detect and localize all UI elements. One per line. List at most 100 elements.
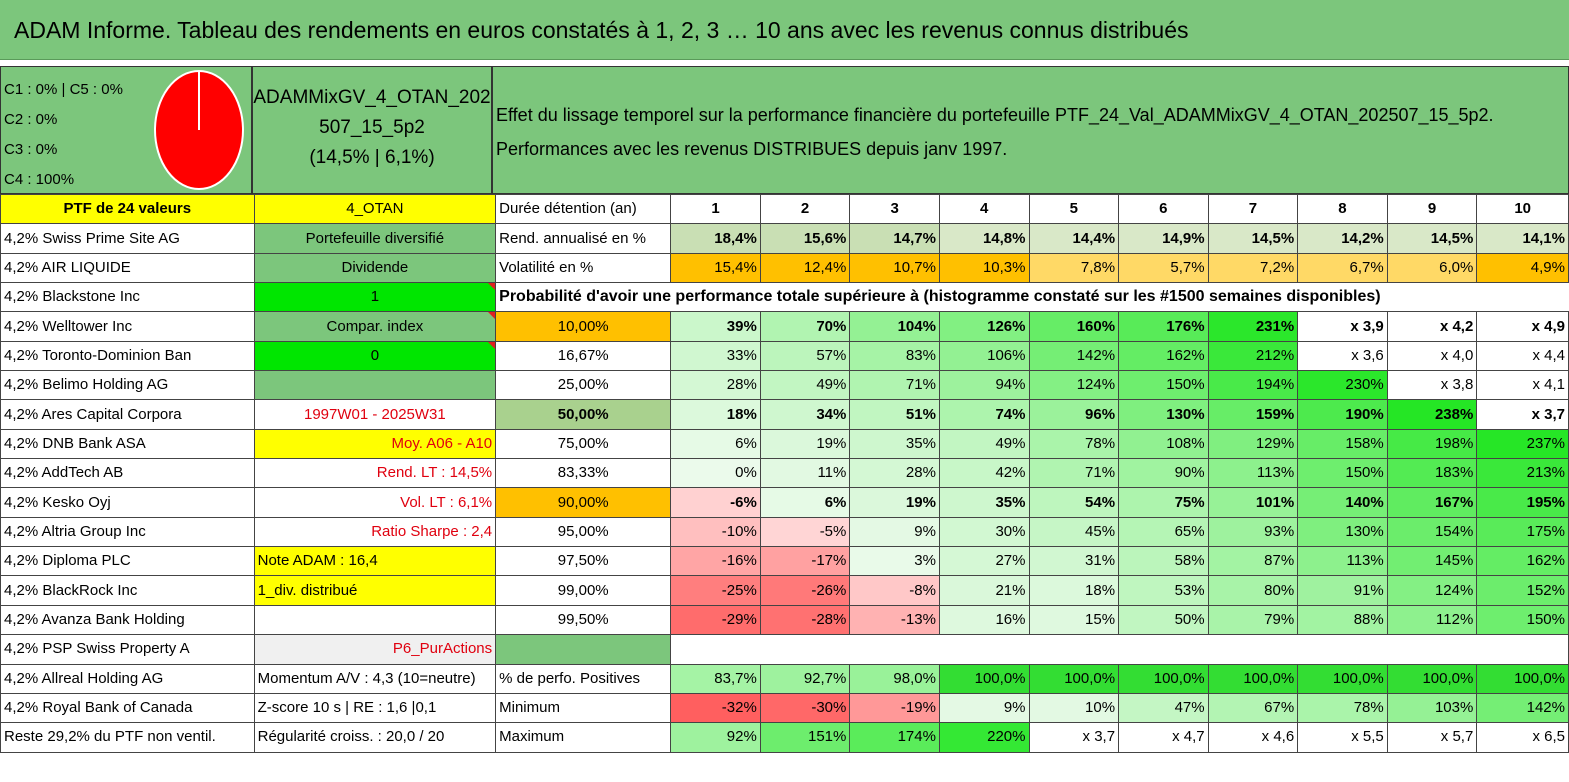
portfolio-info-cell: 0 xyxy=(253,340,497,372)
value-cell: 3% xyxy=(849,546,940,577)
value-cell: 58% xyxy=(1118,546,1209,577)
holding-cell: 4,2% Blackstone Inc xyxy=(0,282,255,313)
value-cell: 150% xyxy=(1118,370,1209,401)
value-cell: 18% xyxy=(670,399,761,430)
value-cell: x 4,9 xyxy=(1476,311,1569,342)
value-cell: 21% xyxy=(938,575,1030,606)
value-cell: 47% xyxy=(1118,692,1209,724)
effect-line: Effet du lissage temporel sur la perform… xyxy=(496,105,1494,125)
holding-cell: 4,2% DNB Bank ASA xyxy=(0,428,255,460)
metric-label-cell: 83,33% xyxy=(495,458,672,489)
probability-caption-row: 4,2% Blackstone Inc 1 Probabilité d'avoir … xyxy=(0,282,1569,313)
value-cell: 14,9% xyxy=(1118,223,1209,254)
value-cell: 28% xyxy=(670,370,761,401)
value-cell: 14,2% xyxy=(1297,223,1388,254)
value-cell: 88% xyxy=(1297,604,1388,636)
portfolio-name-line: 507_15_5p2 xyxy=(319,117,425,138)
value-cell: 98,0% xyxy=(849,663,940,694)
empty-cell xyxy=(670,634,1569,665)
value-cell: x 3,7 xyxy=(1028,722,1120,753)
value-cell: x 5,7 xyxy=(1386,722,1478,753)
metric-label-cell: 99,50% xyxy=(495,604,672,636)
value-cell: 42% xyxy=(938,458,1030,489)
value-cell: 231% xyxy=(1207,311,1299,342)
metric-label-cell: 25,00% xyxy=(495,370,672,401)
holding-cell: 4,2% Kesko Oyj xyxy=(0,487,255,518)
metric-label-cell: Rend. annualisé en % xyxy=(495,223,672,254)
value-cell: 90% xyxy=(1118,458,1209,489)
holding-cell: 4,2% BlackRock Inc xyxy=(0,575,255,606)
value-cell: 39% xyxy=(670,311,761,342)
value-cell: 57% xyxy=(759,340,851,372)
value-cell: 158% xyxy=(1297,428,1388,460)
table-row: 4,2% Ares Capital Corpora 1997W01 - 2025W… xyxy=(0,399,1569,430)
value-cell: x 4,4 xyxy=(1476,340,1569,372)
value-cell: 10% xyxy=(1028,692,1120,724)
value-cell: 159% xyxy=(1207,399,1299,430)
value-cell: 145% xyxy=(1386,546,1478,577)
value-cell: 7 xyxy=(1207,193,1299,225)
value-cell: x 4,2 xyxy=(1386,311,1478,342)
value-cell: 75% xyxy=(1118,487,1209,518)
value-cell: 3 xyxy=(849,193,940,225)
portfolio-info-cell: 4_OTAN xyxy=(253,193,497,225)
table-row: 4,2% Allreal Holding AG Momentum A/V : 4,… xyxy=(0,663,1569,694)
metric-label-cell: 16,67% xyxy=(495,340,672,372)
value-cell: 7,2% xyxy=(1207,252,1299,284)
portfolio-name-line: (14,5% | 6,1%) xyxy=(309,147,435,168)
value-cell: 175% xyxy=(1476,516,1569,548)
value-cell: 35% xyxy=(938,487,1030,518)
value-cell: 70% xyxy=(759,311,851,342)
portfolio-info-cell: Z-score 10 s | RE : 1,6 |0,1 xyxy=(253,692,497,724)
value-cell: 220% xyxy=(938,722,1030,753)
holding-cell: Reste 29,2% du PTF non ventil. xyxy=(0,722,255,753)
value-cell: 67% xyxy=(1207,692,1299,724)
value-cell: 162% xyxy=(1476,546,1569,577)
value-cell: 140% xyxy=(1297,487,1388,518)
value-cell: 14,5% xyxy=(1207,223,1299,254)
allocation-pie-chart xyxy=(154,70,244,190)
portfolio-info-cell xyxy=(253,604,497,636)
metric-label-cell: 99,00% xyxy=(495,575,672,606)
table-row: 4,2% Altria Group Inc Ratio Sharpe : 2,4 9… xyxy=(0,516,1569,548)
table-row: 4,2% Avanza Bank Holding 99,50% -29% -28% -1… xyxy=(0,604,1569,636)
table-row: 4,2% PSP Swiss Property A P6_PurActions xyxy=(0,634,1569,665)
value-cell: x 3,9 xyxy=(1297,311,1388,342)
value-cell: 83% xyxy=(849,340,940,372)
value-cell: 16% xyxy=(938,604,1030,636)
value-cell: 79% xyxy=(1207,604,1299,636)
report-title: ADAM Informe. Tableau des rendements en … xyxy=(0,0,1569,60)
value-cell: 49% xyxy=(938,428,1030,460)
value-cell: 94% xyxy=(938,370,1030,401)
value-cell: -29% xyxy=(670,604,761,636)
value-cell: 129% xyxy=(1207,428,1299,460)
value-cell: 10,7% xyxy=(849,252,940,284)
value-cell: -30% xyxy=(759,692,851,724)
value-cell: 212% xyxy=(1207,340,1299,372)
volatility-row: 4,2% AIR LIQUIDE Dividende Volatilité en %… xyxy=(0,252,1569,284)
value-cell: 91% xyxy=(1297,575,1388,606)
value-cell: 8 xyxy=(1297,193,1388,225)
portfolio-info-cell: 1997W01 - 2025W31 xyxy=(253,399,497,430)
value-cell: x 4,7 xyxy=(1118,722,1209,753)
portfolio-info-cell: Compar. index xyxy=(253,311,497,342)
value-cell: 15,4% xyxy=(670,252,761,284)
value-cell: 154% xyxy=(1386,516,1478,548)
value-cell: 237% xyxy=(1476,428,1569,460)
portfolio-size-label: PTF de 24 valeurs xyxy=(0,193,255,225)
value-cell: 6,7% xyxy=(1297,252,1388,284)
table-row: 4,2% BlackRock Inc 1_div. distribué 99,00%… xyxy=(0,575,1569,606)
metric-label-cell: 75,00% xyxy=(495,428,672,460)
value-cell: 92,7% xyxy=(759,663,851,694)
portfolio-info-cell: Moy. A06 - A10 xyxy=(253,428,497,460)
holding-cell: 4,2% AddTech AB xyxy=(0,458,255,489)
table-row: 4,2% DNB Bank ASA Moy. A06 - A10 75,00% 6% 1… xyxy=(0,428,1569,460)
value-cell: 9% xyxy=(849,516,940,548)
value-cell: 1 xyxy=(670,193,761,225)
value-cell: 101% xyxy=(1207,487,1299,518)
portfolio-name-line: ADAMMixGV_4_OTAN_202 xyxy=(253,87,491,108)
value-cell: 195% xyxy=(1476,487,1569,518)
value-cell: 152% xyxy=(1476,575,1569,606)
return-row: 4,2% Swiss Prime Site AG Portefeuille div… xyxy=(0,223,1569,254)
value-cell: 74% xyxy=(938,399,1030,430)
